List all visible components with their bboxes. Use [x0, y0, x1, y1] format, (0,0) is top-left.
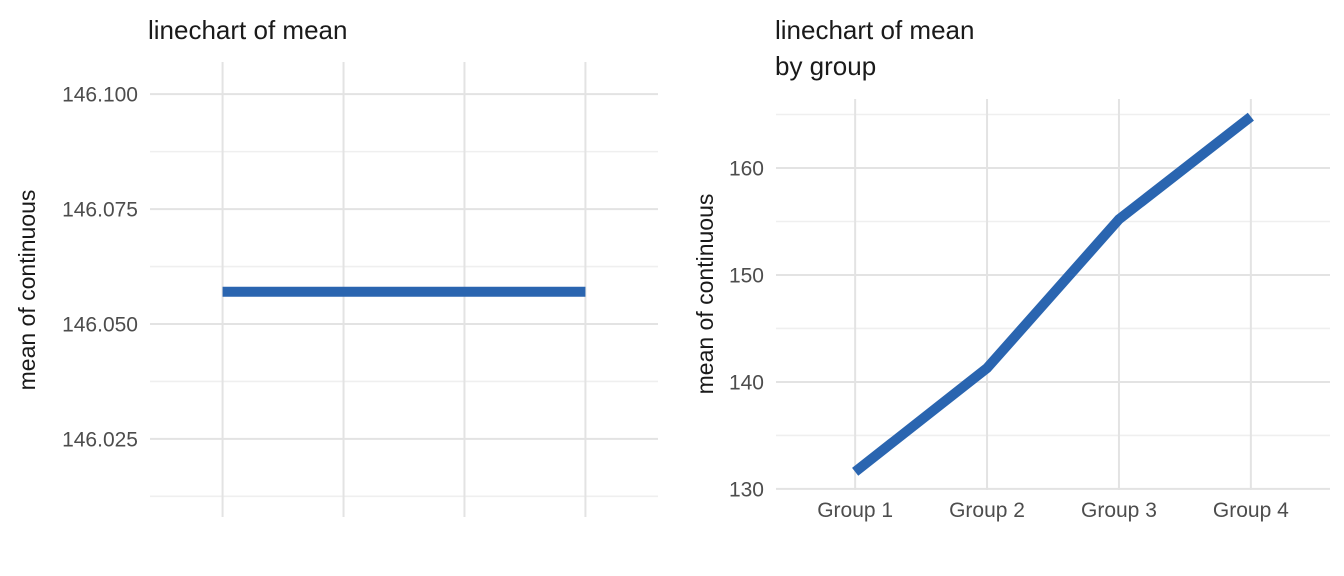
y-tick-label: 140 — [729, 371, 764, 394]
y-tick-label: 130 — [729, 478, 764, 501]
y-tick-label: 146.075 — [62, 199, 138, 222]
right-chart-plot: 130 140 150 160 Group 1 Group 2 Group 3 Group 4 — [729, 99, 1330, 522]
y-tick-label: 160 — [729, 158, 764, 181]
series-line — [852, 112, 1254, 476]
x-tick-label: Group 4 — [1213, 499, 1289, 522]
right-chart-title: linechart of mean by group — [775, 15, 975, 81]
y-tick-label: 150 — [729, 264, 764, 287]
x-tick-label: Group 1 — [817, 499, 893, 522]
x-tick-label: Group 3 — [1081, 499, 1157, 522]
y-tick-label: 146.050 — [62, 313, 138, 336]
left-chart-title: linechart of mean — [148, 15, 348, 45]
left-chart-plot: 146.025 146.050 146.075 146.100 — [62, 62, 658, 517]
y-tick-label: 146.100 — [62, 84, 138, 107]
y-tick-label: 146.025 — [62, 428, 138, 451]
x-tick-label: Group 2 — [949, 499, 1025, 522]
